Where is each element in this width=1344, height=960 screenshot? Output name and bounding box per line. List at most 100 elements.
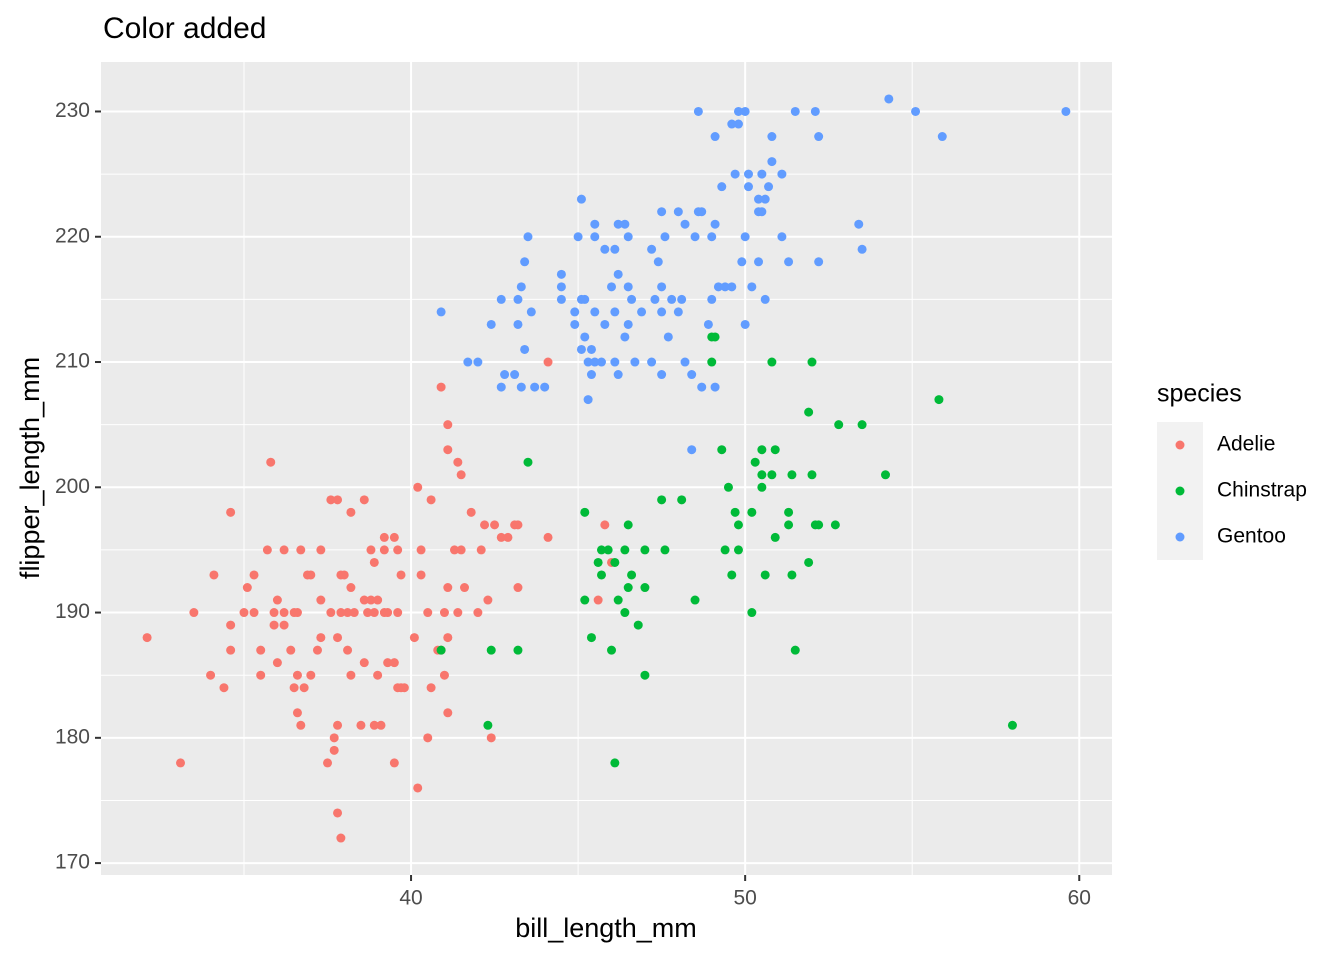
point	[727, 119, 737, 129]
point	[346, 583, 356, 593]
point	[333, 720, 343, 730]
chart-title: Color added	[103, 12, 266, 45]
point	[272, 658, 282, 668]
point	[880, 470, 890, 480]
point	[580, 507, 590, 517]
point	[436, 382, 446, 392]
point	[613, 269, 623, 279]
point	[583, 395, 593, 405]
point	[389, 532, 399, 542]
point	[804, 557, 814, 567]
y-tick-label: 170	[55, 851, 90, 874]
point	[777, 232, 787, 242]
point	[623, 232, 633, 242]
point	[269, 608, 279, 618]
point	[333, 808, 343, 818]
point	[359, 595, 369, 605]
point	[256, 645, 266, 655]
point	[650, 294, 660, 304]
point	[369, 720, 379, 730]
point	[466, 507, 476, 517]
point	[286, 645, 296, 655]
point	[590, 219, 600, 229]
point	[443, 708, 453, 718]
point	[463, 357, 473, 367]
point	[834, 420, 844, 430]
point	[373, 595, 383, 605]
point	[256, 670, 266, 680]
point	[620, 545, 630, 555]
point	[690, 232, 700, 242]
point	[349, 608, 359, 618]
point	[733, 119, 743, 129]
point	[333, 495, 343, 505]
legend-key	[1175, 440, 1185, 450]
point	[443, 420, 453, 430]
point	[757, 169, 767, 179]
point	[520, 344, 530, 354]
point	[610, 307, 620, 317]
point	[743, 169, 753, 179]
point	[299, 683, 309, 693]
point	[399, 683, 409, 693]
point	[496, 294, 506, 304]
point	[453, 608, 463, 618]
x-tick-label: 40	[399, 887, 422, 910]
point	[733, 545, 743, 555]
point	[807, 470, 817, 480]
point	[707, 232, 717, 242]
point	[266, 457, 276, 467]
point	[513, 319, 523, 329]
point	[176, 758, 186, 768]
point	[733, 520, 743, 530]
point	[610, 357, 620, 367]
point	[369, 608, 379, 618]
point	[306, 670, 316, 680]
point	[757, 445, 767, 455]
point	[323, 758, 333, 768]
point	[570, 307, 580, 317]
point	[526, 307, 536, 317]
point	[660, 232, 670, 242]
point	[657, 207, 667, 217]
legend-label: Adelie	[1217, 433, 1275, 456]
legend-key	[1175, 532, 1185, 542]
point	[496, 382, 506, 392]
point	[640, 670, 650, 680]
point	[807, 357, 817, 367]
point	[657, 370, 667, 380]
point	[767, 132, 777, 142]
point	[687, 370, 697, 380]
point	[359, 495, 369, 505]
point	[540, 382, 550, 392]
point	[760, 294, 770, 304]
point	[613, 219, 623, 229]
point	[359, 658, 369, 668]
point	[486, 319, 496, 329]
point	[1061, 106, 1071, 116]
point	[757, 482, 767, 492]
point	[600, 520, 610, 530]
point	[272, 595, 282, 605]
point	[713, 282, 723, 292]
point	[804, 407, 814, 417]
point	[426, 683, 436, 693]
point	[623, 282, 633, 292]
point	[343, 608, 353, 618]
point	[720, 545, 730, 555]
point	[770, 445, 780, 455]
point	[436, 645, 446, 655]
point	[226, 620, 236, 630]
point	[707, 294, 717, 304]
point	[556, 269, 566, 279]
point	[449, 545, 459, 555]
point	[513, 645, 523, 655]
point	[393, 608, 403, 618]
point	[657, 282, 667, 292]
point	[687, 445, 697, 455]
point	[369, 557, 379, 567]
point	[810, 106, 820, 116]
point	[413, 482, 423, 492]
point	[884, 94, 894, 104]
